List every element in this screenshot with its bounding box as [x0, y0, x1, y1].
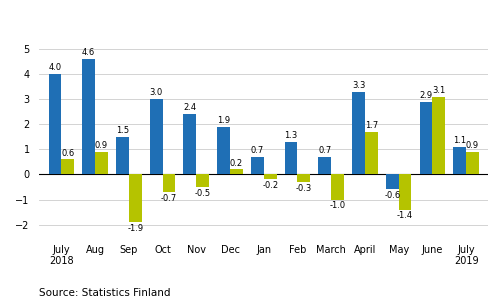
Bar	[284, 142, 297, 174]
Text: -0.3: -0.3	[296, 184, 312, 193]
Bar	[466, 152, 479, 174]
Bar	[420, 102, 432, 174]
Text: -0.6: -0.6	[384, 191, 400, 200]
Bar	[297, 174, 310, 182]
Text: 1.9: 1.9	[217, 116, 230, 125]
Text: -1.9: -1.9	[127, 224, 143, 233]
Bar	[251, 157, 264, 174]
Bar	[217, 127, 230, 174]
Text: -1.4: -1.4	[397, 211, 413, 220]
Bar	[352, 92, 365, 174]
Text: 0.9: 0.9	[466, 141, 479, 150]
Text: 0.9: 0.9	[95, 141, 108, 150]
Bar	[454, 147, 466, 174]
Bar	[82, 59, 95, 174]
Bar	[116, 137, 129, 174]
Bar	[230, 169, 243, 174]
Text: 1.3: 1.3	[284, 131, 298, 140]
Bar	[399, 174, 412, 209]
Text: -1.0: -1.0	[329, 201, 346, 210]
Bar	[61, 159, 74, 174]
Bar	[318, 157, 331, 174]
Text: Source: Statistics Finland: Source: Statistics Finland	[39, 288, 171, 298]
Bar	[163, 174, 176, 192]
Bar	[331, 174, 344, 199]
Bar	[365, 132, 378, 174]
Text: 3.3: 3.3	[352, 81, 365, 90]
Text: 1.1: 1.1	[453, 136, 466, 145]
Bar	[129, 174, 141, 222]
Text: -0.2: -0.2	[262, 181, 278, 190]
Text: 1.5: 1.5	[116, 126, 129, 135]
Text: 0.2: 0.2	[230, 159, 243, 168]
Bar	[48, 74, 61, 174]
Text: 4.0: 4.0	[48, 63, 62, 72]
Text: 2.9: 2.9	[420, 91, 432, 100]
Text: 4.6: 4.6	[82, 48, 95, 57]
Text: 3.0: 3.0	[149, 88, 163, 97]
Text: -0.7: -0.7	[161, 194, 177, 203]
Text: -0.5: -0.5	[195, 189, 211, 198]
Text: 1.7: 1.7	[365, 121, 378, 130]
Bar	[183, 114, 196, 174]
Bar	[386, 174, 399, 189]
Legend: Turnover, Sales volume: Turnover, Sales volume	[319, 0, 483, 4]
Bar	[432, 97, 445, 174]
Text: 0.7: 0.7	[251, 146, 264, 155]
Bar	[196, 174, 209, 187]
Text: 0.7: 0.7	[318, 146, 331, 155]
Bar	[150, 99, 163, 174]
Text: 3.1: 3.1	[432, 86, 446, 95]
Text: 2.4: 2.4	[183, 103, 196, 112]
Bar	[95, 152, 108, 174]
Text: 0.6: 0.6	[61, 149, 74, 157]
Bar	[264, 174, 277, 179]
